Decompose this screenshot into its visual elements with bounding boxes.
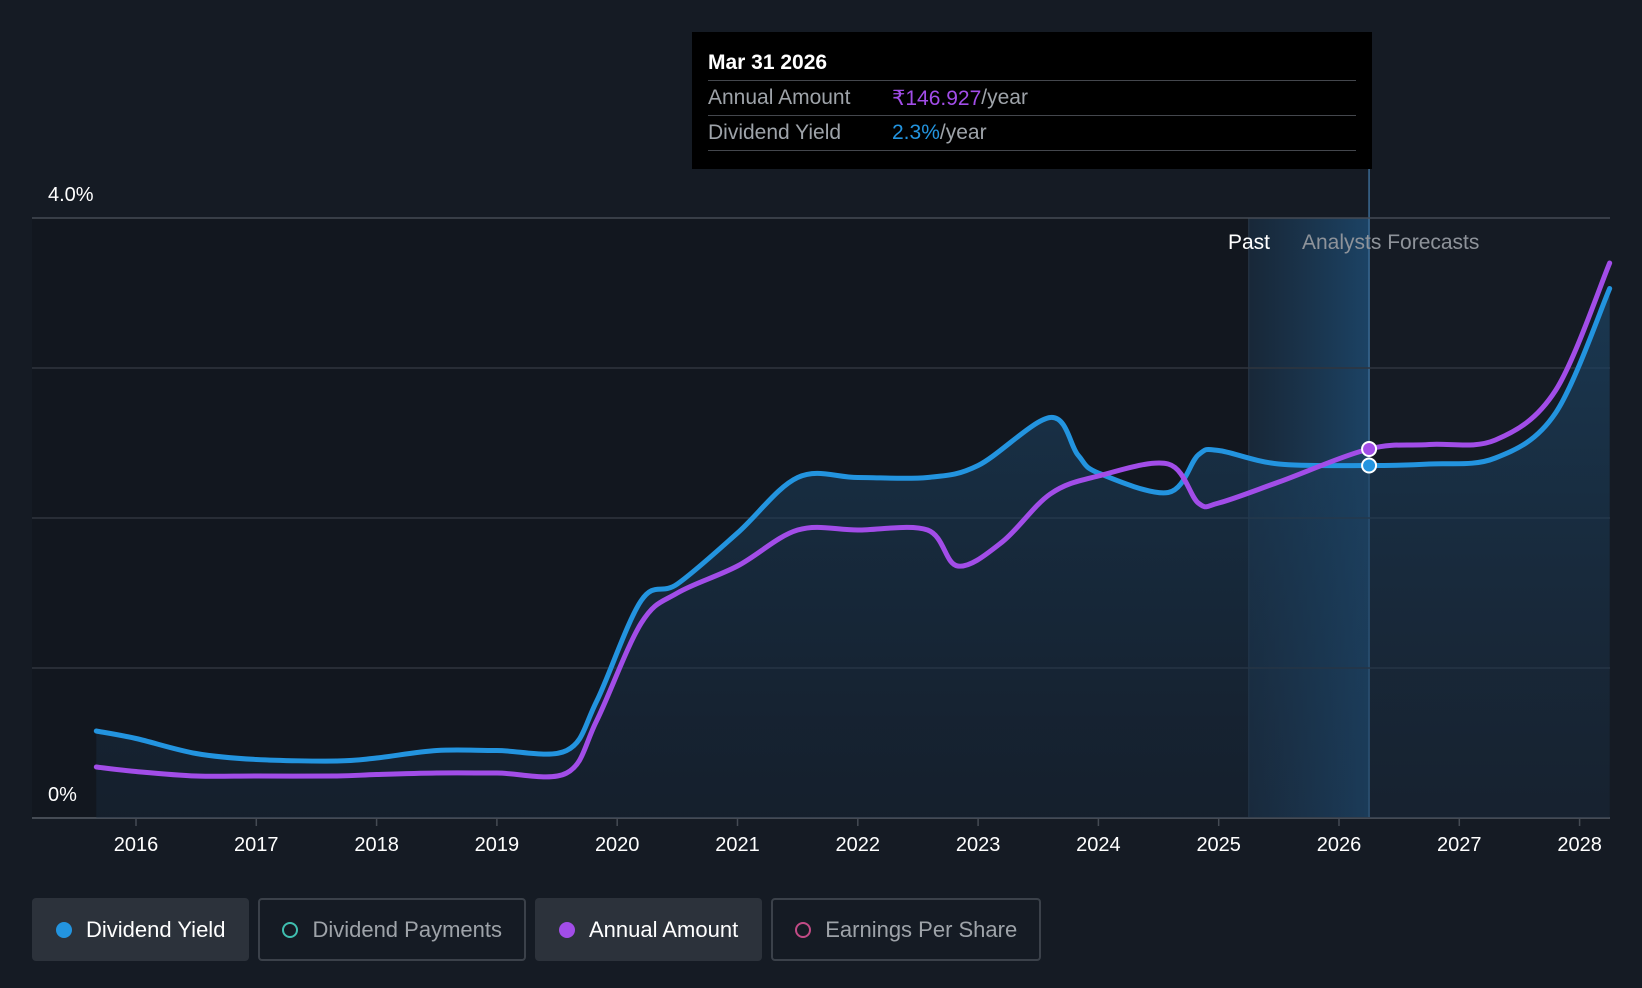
x-tick-label: 2028 — [1557, 834, 1602, 856]
forecast-label: Analysts Forecasts — [1302, 231, 1479, 254]
x-tick-label: 2018 — [354, 834, 399, 856]
legend-dividend-payments-dot-icon — [282, 921, 299, 938]
tooltip-yield-label: Dividend Yield — [708, 121, 842, 144]
legend-dividend-payments-label: Dividend Payments — [312, 916, 502, 942]
legend-dividend-yield-label: Dividend Yield — [86, 916, 226, 942]
x-tick-label: 2027 — [1437, 834, 1482, 856]
tooltip-date: Mar 31 2026 — [708, 46, 1356, 81]
legend-dividend-yield[interactable]: Dividend Yield — [32, 898, 250, 961]
x-tick-label: 2024 — [1076, 834, 1121, 856]
tooltip-annual-row: Annual Amount ₹146.927 /year — [708, 81, 1356, 116]
x-tick-label: 2026 — [1317, 834, 1362, 856]
legend-dividend-yield-dot-icon — [56, 921, 72, 938]
y-axis-top-label: 4.0% — [48, 184, 94, 206]
legend-earnings-per-share-dot-icon — [795, 921, 812, 938]
tooltip-yield-unit: /year — [939, 121, 987, 144]
chart-tooltip: Mar 31 2026 Annual Amount ₹146.927 /year… — [692, 32, 1372, 169]
y-axis-bottom-label: 0% — [48, 784, 77, 806]
tooltip-yield-row: Dividend Yield 2.3% /year — [708, 116, 1356, 151]
legend-earnings-per-share-label: Earnings Per Share — [825, 916, 1018, 942]
x-tick-label: 2017 — [234, 834, 279, 856]
tooltip-annual-label: Annual Amount — [708, 86, 851, 109]
x-tick-label: 2019 — [475, 834, 520, 856]
tooltip-annual-value: ₹146.927 — [892, 86, 982, 110]
x-tick-label: 2016 — [114, 834, 159, 856]
dividend-yield-area — [96, 288, 1610, 818]
x-tick-label: 2025 — [1196, 834, 1241, 856]
dividend-chart: 2016 2017 2018 2019 2020 2021 2022 2023 2024 2025… — [32, 168, 1613, 856]
x-tick-label: 2022 — [836, 834, 881, 856]
tooltip-yield-value: 2.3% — [892, 121, 940, 144]
past-label: Past — [1228, 231, 1270, 254]
annual-amount-line — [93, 260, 1613, 780]
x-tick-label: 2023 — [956, 834, 1001, 856]
dividend-yield-line — [93, 286, 1613, 764]
chart-legend: Dividend Yield Dividend Payments Annual … — [32, 898, 1050, 961]
legend-annual-amount-label: Annual Amount — [588, 916, 739, 942]
legend-annual-amount[interactable]: Annual Amount — [534, 898, 763, 961]
x-tick-label: 2021 — [715, 834, 760, 856]
legend-annual-amount-dot-icon — [558, 921, 575, 938]
legend-earnings-per-share[interactable]: Earnings Per Share — [771, 898, 1042, 961]
dividend-yield-marker — [1361, 457, 1378, 474]
legend-dividend-payments[interactable]: Dividend Payments — [258, 898, 526, 961]
annual-amount-marker — [1361, 441, 1378, 457]
x-tick-label: 2020 — [595, 834, 640, 856]
tooltip-annual-unit: /year — [981, 86, 1028, 109]
